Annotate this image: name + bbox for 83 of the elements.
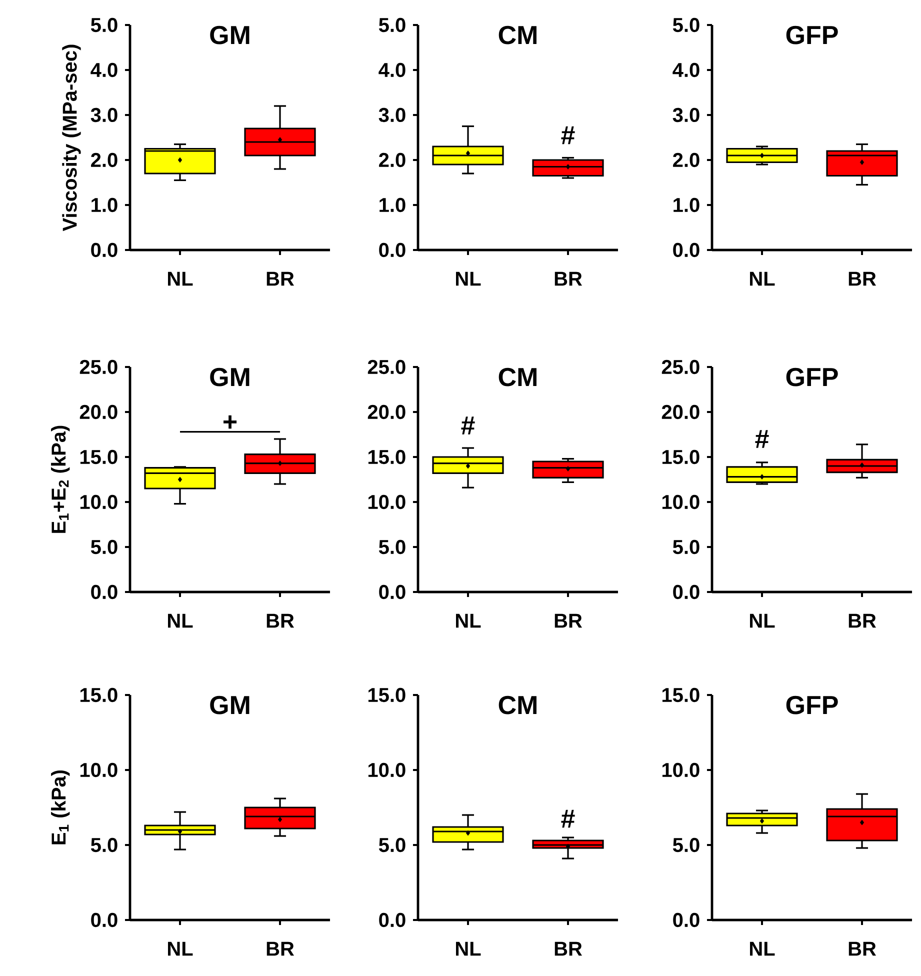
- chart-title: GM: [210, 696, 250, 714]
- annotation: #: [461, 416, 475, 434]
- x-tick-label: BR: [554, 942, 582, 956]
- x-tick-label: BR: [848, 614, 876, 628]
- y-tick-label: 10.0: [80, 762, 118, 778]
- x-tick-label: NL: [168, 614, 193, 628]
- y-axis-title: E$_{1}$+E$_{2}$ (kPa): [51, 426, 70, 533]
- y-tick-label: 1.0: [674, 198, 700, 212]
- y-tick-label: 5.0: [378, 540, 406, 554]
- y-tick-label: 0.0: [91, 242, 118, 258]
- y-tick-label: 0.0: [379, 584, 406, 600]
- y-tick-label: 10.0: [80, 494, 118, 510]
- x-tick-label: BR: [266, 272, 294, 286]
- y-tick-label: 0.0: [673, 242, 700, 258]
- y-tick-label: 20.0: [368, 404, 406, 420]
- annotation: #: [561, 810, 575, 828]
- chart-title: GM: [210, 368, 250, 386]
- y-tick-label: 0.0: [673, 912, 700, 928]
- chart-title: GFP: [786, 368, 838, 386]
- y-tick-label: 15.0: [662, 450, 700, 464]
- y-tick-label: 1.0: [92, 198, 118, 212]
- x-tick-label: NL: [456, 614, 481, 628]
- y-tick-label: 5.0: [90, 838, 118, 852]
- annotation: #: [755, 430, 769, 448]
- y-tick-label: 25.0: [662, 360, 700, 374]
- y-tick-label: 15.0: [368, 450, 406, 464]
- y-tick-label: 2.0: [673, 152, 700, 168]
- y-tick-label: 4.0: [90, 62, 118, 78]
- y-tick-label: 5.0: [672, 838, 700, 852]
- y-tick-label: 15.0: [80, 450, 118, 464]
- y-tick-label: 20.0: [80, 404, 118, 420]
- y-tick-label: 15.0: [368, 688, 406, 702]
- chart-title: CM: [498, 26, 536, 44]
- x-tick-label: BR: [554, 614, 582, 628]
- x-tick-label: NL: [750, 942, 775, 956]
- y-tick-label: 20.0: [662, 404, 700, 420]
- chart-title: GFP: [786, 696, 838, 714]
- y-tick-label: 25.0: [368, 360, 406, 374]
- chart-title: GM: [210, 26, 250, 44]
- chart-title: CM: [498, 368, 536, 386]
- y-tick-label: 3.0: [378, 108, 406, 122]
- x-tick-label: BR: [554, 272, 582, 286]
- y-tick-label: 5.0: [90, 18, 118, 32]
- y-tick-label: 5.0: [378, 838, 406, 852]
- x-tick-label: NL: [750, 272, 775, 286]
- x-tick-label: NL: [168, 942, 193, 956]
- annotation: #: [561, 126, 575, 144]
- chart-title: GFP: [786, 26, 838, 44]
- y-tick-label: 10.0: [662, 494, 700, 510]
- y-tick-label: 3.0: [672, 108, 700, 122]
- y-tick-label: 4.0: [378, 62, 406, 78]
- y-tick-label: 25.0: [80, 360, 118, 374]
- y-tick-label: 10.0: [368, 494, 406, 510]
- x-tick-label: BR: [848, 942, 876, 956]
- x-tick-label: NL: [750, 614, 775, 628]
- y-axis-title: E$_{1}$ (kPa): [51, 770, 70, 844]
- y-tick-label: 15.0: [662, 688, 700, 702]
- y-tick-label: 0.0: [91, 912, 118, 928]
- y-tick-label: 0.0: [673, 584, 700, 600]
- y-tick-label: 1.0: [380, 198, 406, 212]
- x-tick-label: NL: [168, 272, 193, 286]
- x-tick-label: NL: [456, 942, 481, 956]
- x-tick-label: BR: [266, 614, 294, 628]
- x-tick-label: NL: [456, 272, 481, 286]
- y-tick-label: 5.0: [672, 540, 700, 554]
- y-tick-label: 0.0: [91, 584, 118, 600]
- y-tick-label: 2.0: [91, 152, 118, 168]
- x-tick-label: BR: [266, 942, 294, 956]
- annotation: +: [224, 415, 237, 429]
- x-tick-label: BR: [848, 272, 876, 286]
- y-tick-label: 10.0: [368, 762, 406, 778]
- y-tick-label: 0.0: [379, 242, 406, 258]
- y-tick-label: 10.0: [662, 762, 700, 778]
- y-tick-label: 5.0: [90, 540, 118, 554]
- y-tick-label: 5.0: [378, 18, 406, 32]
- y-tick-label: 4.0: [672, 62, 700, 78]
- y-tick-label: 3.0: [90, 108, 118, 122]
- y-tick-label: 0.0: [379, 912, 406, 928]
- y-tick-label: 2.0: [379, 152, 406, 168]
- y-tick-label: 5.0: [672, 18, 700, 32]
- y-axis-title: Viscosity (MPa-sec): [62, 44, 81, 232]
- y-tick-label: 15.0: [80, 688, 118, 702]
- chart-title: CM: [498, 696, 536, 714]
